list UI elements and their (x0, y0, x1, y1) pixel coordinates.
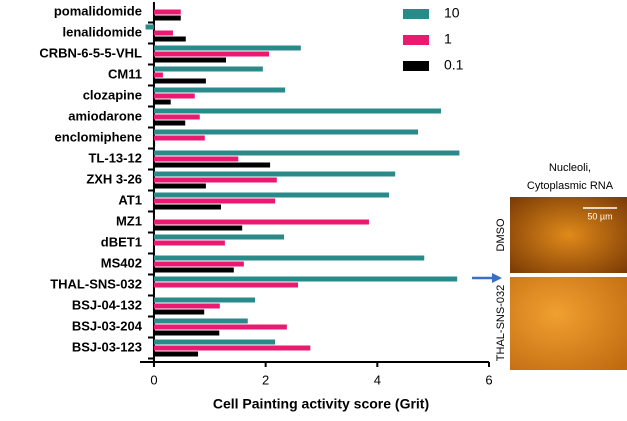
bar (153, 351, 199, 357)
y-tick-label: dBET1 (101, 234, 142, 249)
bar (153, 261, 244, 267)
panel-title: Nucleoli, (549, 162, 591, 174)
bar (153, 162, 271, 168)
bar (153, 66, 263, 72)
bar (153, 225, 243, 231)
dmso-image (510, 197, 627, 273)
bar (153, 255, 425, 261)
y-tick-label: ZXH 3-26 (86, 171, 142, 186)
legend-label: 1 (444, 31, 452, 47)
bar (153, 339, 276, 345)
bar (153, 324, 287, 330)
y-tick-label: amiodarone (68, 108, 142, 123)
y-tick-label: enclomiphene (55, 129, 142, 144)
y-tick-label: THAL-SNS-032 (50, 276, 142, 291)
y-tick-label: MS402 (101, 255, 142, 270)
bar (153, 345, 311, 351)
microscopy-panel: Nucleoli, Cytoplasmic RNA 50 µm DMSO THA… (472, 162, 627, 370)
bar (153, 141, 156, 147)
x-tick-label: 2 (262, 372, 269, 387)
bar (153, 45, 301, 51)
y-tick-label: AT1 (118, 192, 142, 207)
bar (153, 177, 277, 183)
x-tick-label: 4 (374, 372, 381, 387)
bar (153, 108, 441, 114)
bar (153, 240, 225, 246)
panel-label: THAL-SNS-032 (495, 285, 507, 361)
bar (153, 99, 171, 105)
bar (153, 297, 256, 303)
bar (153, 318, 248, 324)
bar (153, 30, 173, 36)
arrow-head (492, 273, 502, 283)
legend-swatch (403, 61, 429, 71)
x-tick-label: 0 (150, 372, 157, 387)
bar (153, 87, 286, 93)
bar (153, 303, 220, 309)
legend-swatch (403, 9, 429, 19)
thal-image (510, 277, 627, 370)
y-tick-label: TL-13-12 (88, 150, 141, 165)
bar (153, 309, 205, 315)
scale-label: 50 µm (587, 211, 612, 221)
bar (153, 234, 285, 240)
bar (153, 15, 181, 21)
bar (153, 150, 460, 156)
bar (153, 36, 186, 42)
legend-label: 0.1 (444, 57, 464, 73)
bar (153, 72, 163, 78)
bar (153, 129, 419, 135)
bar (153, 183, 206, 189)
bar (153, 171, 396, 177)
bar (153, 135, 205, 141)
bar (153, 9, 181, 15)
bar (153, 219, 369, 225)
y-tick-label: MZ1 (116, 213, 142, 228)
bar (153, 57, 226, 63)
y-tick-label: CM11 (108, 66, 142, 81)
y-tick-label: BSJ-03-123 (72, 339, 142, 354)
bar (153, 282, 299, 288)
bar (153, 51, 269, 57)
bar (153, 267, 234, 273)
y-tick-label: BSJ-04-132 (72, 297, 142, 312)
bar (153, 192, 390, 198)
y-tick-label: clozapine (83, 87, 142, 102)
bar (153, 120, 186, 126)
bar (153, 156, 239, 162)
bar (153, 330, 220, 336)
y-tick-label: lenalidomide (62, 24, 141, 39)
legend-label: 10 (444, 5, 460, 21)
y-tick-label: pomalidomide (54, 3, 142, 18)
bar (153, 276, 458, 282)
legend-swatch (403, 35, 429, 45)
bar (153, 78, 206, 84)
y-tick-label: CRBN-6-5-5-VHL (39, 45, 142, 60)
bar (153, 114, 200, 120)
bar (145, 24, 154, 30)
panel-title: Cytoplasmic RNA (527, 180, 614, 192)
x-tick-label: 6 (485, 372, 492, 387)
x-axis-label: Cell Painting activity score (Grit) (213, 396, 429, 412)
bar (153, 204, 221, 210)
y-tick-label: BSJ-03-204 (72, 318, 143, 333)
panel-label: DMSO (495, 218, 507, 251)
bar (153, 93, 195, 99)
bar (153, 198, 276, 204)
